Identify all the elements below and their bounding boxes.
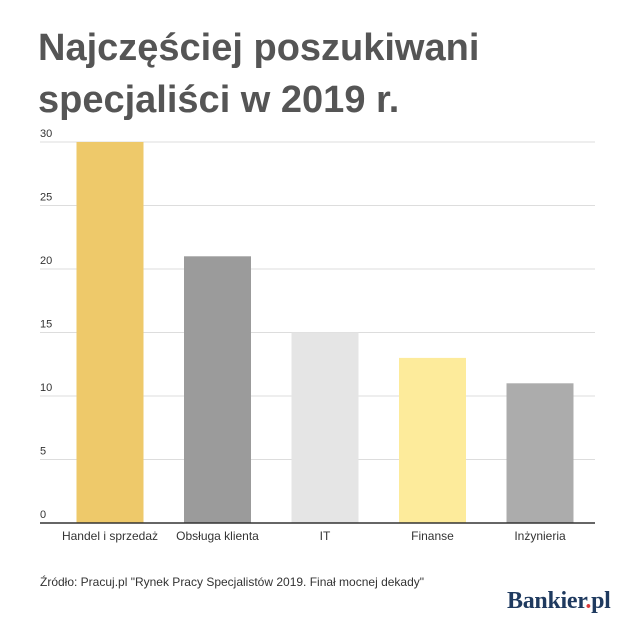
x-tick-label: Finanse <box>411 529 454 543</box>
logo-name: Bankier <box>507 588 586 614</box>
x-tick-label: Handel i sprzedaż <box>62 529 158 543</box>
y-tick-label: 15 <box>40 319 52 331</box>
chart-title-line-2: specjaliści w 2019 r. <box>38 79 400 121</box>
y-tick-label: 30 <box>40 128 52 140</box>
x-tick-label: Inżynieria <box>514 529 566 543</box>
bars <box>76 142 574 523</box>
bar-chart: 0 5 10 15 20 25 30 Handel i sprzedaż Obsługa kl… <box>40 128 595 543</box>
bar-2 <box>184 256 251 523</box>
bar-5 <box>506 383 574 523</box>
y-tick-label: 25 <box>40 192 52 204</box>
bar-4 <box>399 357 466 523</box>
logo-suffix: pl <box>591 588 611 614</box>
x-tick-label: Obsługa klienta <box>176 529 259 543</box>
y-tick-label: 0 <box>40 509 46 521</box>
chart-title-line-1: Najczęściej poszukiwani <box>38 27 480 69</box>
y-tick-label: 5 <box>40 446 46 458</box>
x-tick-label: IT <box>320 529 331 543</box>
logo-dot: . <box>585 588 592 614</box>
bar-3 <box>291 332 359 523</box>
y-tick-label: 20 <box>40 255 52 267</box>
y-tick-label: 10 <box>40 382 52 394</box>
chart-title: Najczęściej poszukiwani specjaliści w 20… <box>38 22 618 126</box>
bar-1 <box>76 142 144 523</box>
source-note: Źródło: Pracuj.pl "Rynek Pracy Specjalis… <box>40 575 425 589</box>
y-axis-ticks: 0 5 10 15 20 25 30 <box>40 128 52 521</box>
x-axis-ticks: Handel i sprzedaż Obsługa klienta IT Finans… <box>62 529 566 543</box>
bankier-logo: Bankier.pl <box>507 588 611 615</box>
